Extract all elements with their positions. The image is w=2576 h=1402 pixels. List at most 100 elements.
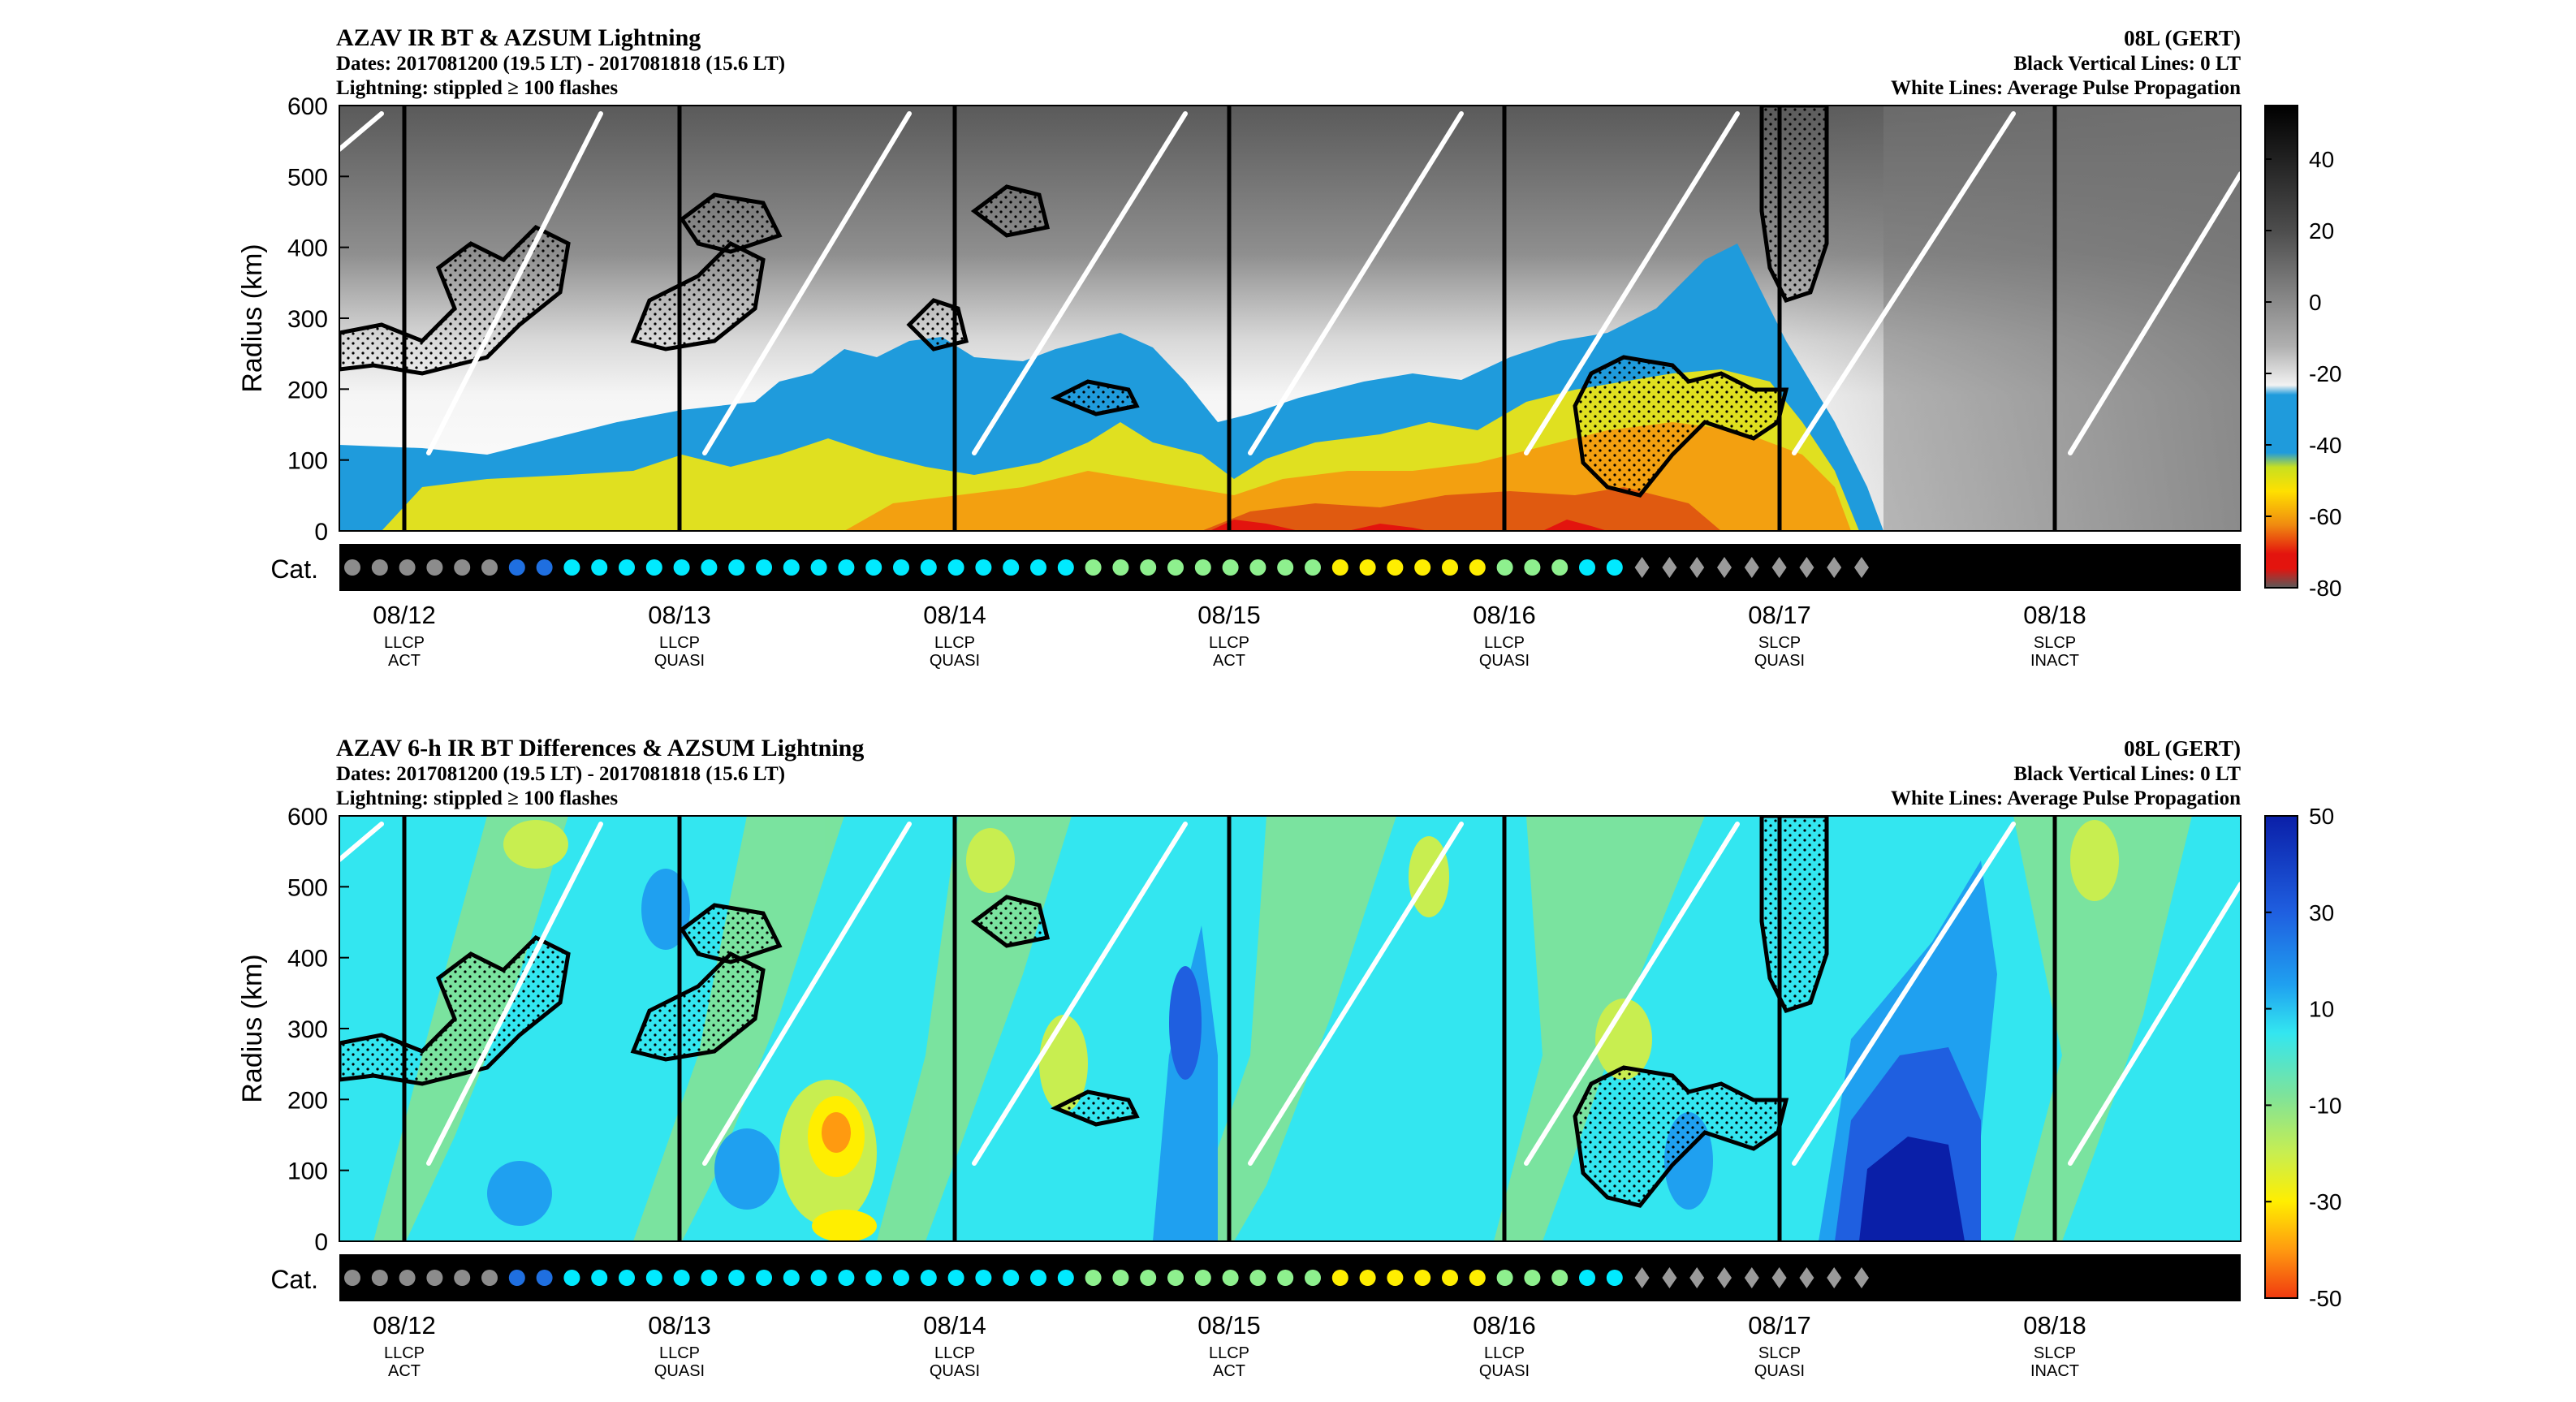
category-marker (536, 559, 553, 576)
x-tick-state: QUASI (1754, 1362, 1805, 1380)
y-tick-label: 100 (287, 448, 328, 475)
category-marker (1551, 1270, 1568, 1286)
chart-dates: Dates: 2017081200 (19.5 LT) - 2017081818… (336, 53, 785, 75)
colorbar-tick-label: 20 (2309, 218, 2334, 244)
white-lines-note: White Lines: Average Pulse Propagation (1891, 77, 2241, 99)
colorbar-tick-label: -30 (2309, 1189, 2341, 1214)
category-marker (371, 559, 388, 576)
category-marker (810, 559, 827, 576)
category-marker (1442, 1270, 1458, 1286)
colorbar-tick-label: 10 (2309, 997, 2334, 1022)
category-marker (454, 1270, 471, 1286)
category-marker (1003, 1270, 1020, 1286)
x-tick-type: SLCP (2034, 1344, 2076, 1362)
category-marker (1249, 1270, 1266, 1286)
category-marker (1414, 559, 1431, 576)
x-tick-type: LLCP (934, 634, 975, 652)
category-marker (1112, 559, 1129, 576)
panel-ir-diff: AZAV 6-h IR BT Differences & AZSUM Light… (237, 735, 2341, 1380)
colorbar (2264, 105, 2298, 589)
category-marker (838, 559, 855, 576)
category-marker (1469, 1270, 1486, 1286)
category-marker (1277, 559, 1294, 576)
colorbar-tick-label: -20 (2309, 361, 2341, 386)
category-marker (536, 1270, 553, 1286)
x-tick-date: 08/13 (648, 601, 711, 629)
category-marker (1469, 559, 1486, 576)
category-marker (399, 1270, 416, 1286)
x-axis: 08/12LLCPACT08/13LLCPQUASI08/14LLCPQUASI… (373, 1311, 2086, 1380)
category-marker (1222, 1270, 1239, 1286)
category-marker (1057, 559, 1074, 576)
category-marker (1496, 1270, 1513, 1286)
x-tick-state: QUASI (654, 1362, 705, 1380)
category-marker (619, 1270, 635, 1286)
category-marker (1387, 1270, 1404, 1286)
category-marker (1579, 1270, 1595, 1286)
category-marker (1524, 559, 1541, 576)
category-marker (783, 559, 800, 576)
category-marker (701, 559, 718, 576)
colorbar-tick-label: -40 (2309, 433, 2341, 458)
category-label: Cat. (270, 1265, 318, 1294)
y-tick-label: 600 (287, 804, 328, 830)
panel-ir-bt: AZAV IR BT & AZSUM Lightning Dates: 2017… (237, 24, 2341, 670)
y-tick-label: 300 (287, 306, 328, 333)
category-marker (865, 559, 882, 576)
colorbar-tick-label: -80 (2309, 576, 2341, 601)
category-marker (893, 1270, 909, 1286)
category-marker (426, 559, 443, 576)
y-axis-label: Radius (km) (237, 244, 268, 392)
category-marker (893, 559, 909, 576)
y-tick-label: 400 (287, 946, 328, 973)
storm-name: 08L (GERT) (2124, 26, 2241, 50)
category-marker (1827, 557, 1842, 578)
category-marker (1305, 1270, 1321, 1286)
colorbar-ticks: 40 20 0 -20 -40 -60 -80 (2265, 147, 2341, 601)
category-marker (481, 1270, 498, 1286)
category-marker (920, 1270, 937, 1286)
storm-name: 08L (GERT) (2124, 736, 2241, 761)
category-marker (454, 559, 471, 576)
category-marker (783, 1270, 800, 1286)
y-axis-label: Radius (km) (237, 954, 268, 1102)
category-marker (756, 559, 772, 576)
chart-title: AZAV IR BT & AZSUM Lightning (336, 24, 701, 51)
x-tick-state: ACT (388, 1362, 421, 1380)
x-tick-date: 08/15 (1197, 1311, 1261, 1339)
x-tick-state: ACT (1213, 652, 1245, 670)
x-axis: 08/12LLCPACT08/13LLCPQUASI08/14LLCPQUASI… (373, 601, 2086, 670)
category-marker (1249, 559, 1266, 576)
colorbar-tick-label: -50 (2309, 1286, 2341, 1311)
x-tick-type: SLCP (1758, 1344, 1801, 1362)
category-marker (1305, 559, 1321, 576)
x-tick-type: SLCP (1758, 634, 1801, 652)
category-marker (1744, 1267, 1759, 1288)
category-marker (508, 559, 525, 576)
category-marker (563, 559, 580, 576)
x-tick-date: 08/18 (2023, 1311, 2086, 1339)
black-lines-note: Black Vertical Lines: 0 LT (2013, 53, 2241, 75)
category-marker (1112, 1270, 1129, 1286)
y-axis: 0 100 200 300 400 500 600 (287, 804, 349, 1256)
category-marker (1194, 1270, 1211, 1286)
x-tick-date: 08/17 (1748, 1311, 1811, 1339)
category-marker (1689, 557, 1705, 578)
category-markers (344, 557, 1869, 578)
x-tick-state: INACT (2030, 652, 2079, 670)
category-marker (1140, 559, 1157, 576)
category-marker (1854, 557, 1869, 578)
x-tick-type: LLCP (659, 634, 700, 652)
category-marker (947, 1270, 964, 1286)
y-tick-label: 200 (287, 377, 328, 403)
category-marker (1799, 557, 1814, 578)
category-marker (1717, 557, 1732, 578)
x-tick-state: QUASI (1479, 652, 1530, 670)
category-marker (1030, 559, 1046, 576)
category-marker (1331, 559, 1348, 576)
category-marker (1085, 559, 1102, 576)
category-marker (645, 559, 662, 576)
x-tick-date: 08/15 (1197, 601, 1261, 629)
category-marker (947, 559, 964, 576)
plot-area (339, 106, 2241, 531)
